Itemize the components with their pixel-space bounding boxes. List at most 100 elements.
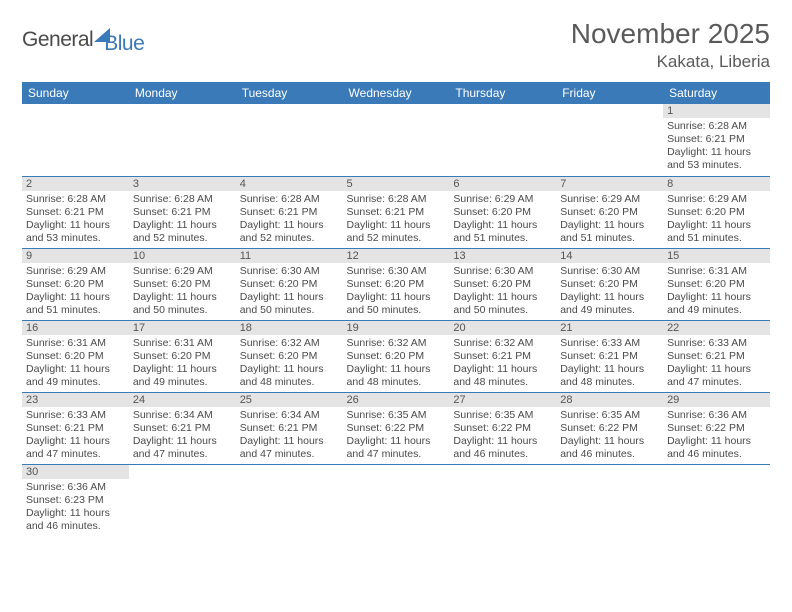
calendar-week: 16Sunrise: 6:31 AMSunset: 6:20 PMDayligh…	[22, 320, 770, 392]
location-label: Kakata, Liberia	[571, 52, 770, 72]
sunrise-line: Sunrise: 6:32 AM	[453, 337, 552, 350]
daylight-line: Daylight: 11 hours and 49 minutes.	[560, 291, 659, 317]
calendar-cell	[22, 104, 129, 176]
calendar-cell	[343, 104, 450, 176]
daylight-line: Daylight: 11 hours and 47 minutes.	[133, 435, 232, 461]
day-number: 26	[343, 393, 450, 407]
day-details: Sunrise: 6:34 AMSunset: 6:21 PMDaylight:…	[129, 407, 236, 463]
day-details: Sunrise: 6:29 AMSunset: 6:20 PMDaylight:…	[129, 263, 236, 319]
day-details: Sunrise: 6:35 AMSunset: 6:22 PMDaylight:…	[556, 407, 663, 463]
calendar-cell	[343, 464, 450, 536]
sunset-line: Sunset: 6:20 PM	[133, 350, 232, 363]
calendar-head: Sunday Monday Tuesday Wednesday Thursday…	[22, 82, 770, 104]
day-number	[236, 104, 343, 118]
sunset-line: Sunset: 6:21 PM	[240, 206, 339, 219]
calendar-cell: 22Sunrise: 6:33 AMSunset: 6:21 PMDayligh…	[663, 320, 770, 392]
daylight-line: Daylight: 11 hours and 53 minutes.	[26, 219, 125, 245]
day-number: 4	[236, 177, 343, 191]
dayname-thursday: Thursday	[449, 82, 556, 104]
sunrise-line: Sunrise: 6:35 AM	[453, 409, 552, 422]
sunrise-line: Sunrise: 6:35 AM	[560, 409, 659, 422]
calendar-week: 9Sunrise: 6:29 AMSunset: 6:20 PMDaylight…	[22, 248, 770, 320]
daylight-line: Daylight: 11 hours and 50 minutes.	[347, 291, 446, 317]
sunset-line: Sunset: 6:21 PM	[453, 350, 552, 363]
day-number: 6	[449, 177, 556, 191]
calendar-cell: 19Sunrise: 6:32 AMSunset: 6:20 PMDayligh…	[343, 320, 450, 392]
sunrise-line: Sunrise: 6:34 AM	[133, 409, 232, 422]
day-number: 29	[663, 393, 770, 407]
daylight-line: Daylight: 11 hours and 50 minutes.	[453, 291, 552, 317]
calendar-cell: 15Sunrise: 6:31 AMSunset: 6:20 PMDayligh…	[663, 248, 770, 320]
daylight-line: Daylight: 11 hours and 47 minutes.	[240, 435, 339, 461]
sunrise-line: Sunrise: 6:29 AM	[560, 193, 659, 206]
day-number	[343, 465, 450, 479]
day-details: Sunrise: 6:29 AMSunset: 6:20 PMDaylight:…	[556, 191, 663, 247]
day-number: 7	[556, 177, 663, 191]
day-details: Sunrise: 6:31 AMSunset: 6:20 PMDaylight:…	[22, 335, 129, 391]
day-details: Sunrise: 6:29 AMSunset: 6:20 PMDaylight:…	[663, 191, 770, 247]
sunset-line: Sunset: 6:21 PM	[560, 350, 659, 363]
day-details: Sunrise: 6:28 AMSunset: 6:21 PMDaylight:…	[236, 191, 343, 247]
daylight-line: Daylight: 11 hours and 52 minutes.	[240, 219, 339, 245]
sunset-line: Sunset: 6:20 PM	[240, 278, 339, 291]
sunset-line: Sunset: 6:20 PM	[133, 278, 232, 291]
sunset-line: Sunset: 6:20 PM	[667, 206, 766, 219]
day-number: 22	[663, 321, 770, 335]
day-number: 16	[22, 321, 129, 335]
day-number: 9	[22, 249, 129, 263]
sunset-line: Sunset: 6:20 PM	[667, 278, 766, 291]
daylight-line: Daylight: 11 hours and 48 minutes.	[560, 363, 659, 389]
day-details: Sunrise: 6:30 AMSunset: 6:20 PMDaylight:…	[236, 263, 343, 319]
day-number: 8	[663, 177, 770, 191]
day-number: 3	[129, 177, 236, 191]
dayname-tuesday: Tuesday	[236, 82, 343, 104]
day-details: Sunrise: 6:35 AMSunset: 6:22 PMDaylight:…	[449, 407, 556, 463]
sunset-line: Sunset: 6:22 PM	[347, 422, 446, 435]
day-details: Sunrise: 6:29 AMSunset: 6:20 PMDaylight:…	[22, 263, 129, 319]
day-number: 24	[129, 393, 236, 407]
day-details: Sunrise: 6:36 AMSunset: 6:23 PMDaylight:…	[22, 479, 129, 535]
sunset-line: Sunset: 6:20 PM	[560, 206, 659, 219]
day-details: Sunrise: 6:33 AMSunset: 6:21 PMDaylight:…	[22, 407, 129, 463]
day-number	[556, 104, 663, 118]
daylight-line: Daylight: 11 hours and 48 minutes.	[453, 363, 552, 389]
sunset-line: Sunset: 6:20 PM	[560, 278, 659, 291]
day-number	[22, 104, 129, 118]
day-number	[449, 104, 556, 118]
day-number: 11	[236, 249, 343, 263]
day-number: 23	[22, 393, 129, 407]
sunrise-line: Sunrise: 6:30 AM	[453, 265, 552, 278]
calendar-cell: 17Sunrise: 6:31 AMSunset: 6:20 PMDayligh…	[129, 320, 236, 392]
sunrise-line: Sunrise: 6:31 AM	[133, 337, 232, 350]
calendar-cell: 1Sunrise: 6:28 AMSunset: 6:21 PMDaylight…	[663, 104, 770, 176]
calendar-cell: 25Sunrise: 6:34 AMSunset: 6:21 PMDayligh…	[236, 392, 343, 464]
daylight-line: Daylight: 11 hours and 50 minutes.	[240, 291, 339, 317]
day-details: Sunrise: 6:32 AMSunset: 6:20 PMDaylight:…	[343, 335, 450, 391]
calendar-cell: 26Sunrise: 6:35 AMSunset: 6:22 PMDayligh…	[343, 392, 450, 464]
day-number: 2	[22, 177, 129, 191]
day-details: Sunrise: 6:28 AMSunset: 6:21 PMDaylight:…	[22, 191, 129, 247]
day-number: 12	[343, 249, 450, 263]
calendar-cell: 3Sunrise: 6:28 AMSunset: 6:21 PMDaylight…	[129, 176, 236, 248]
sunrise-line: Sunrise: 6:36 AM	[667, 409, 766, 422]
day-number	[449, 465, 556, 479]
day-number	[663, 465, 770, 479]
day-number	[129, 104, 236, 118]
daylight-line: Daylight: 11 hours and 46 minutes.	[667, 435, 766, 461]
sunrise-line: Sunrise: 6:29 AM	[667, 193, 766, 206]
calendar-cell	[556, 104, 663, 176]
sunrise-line: Sunrise: 6:29 AM	[26, 265, 125, 278]
calendar-cell: 30Sunrise: 6:36 AMSunset: 6:23 PMDayligh…	[22, 464, 129, 536]
sunset-line: Sunset: 6:20 PM	[26, 278, 125, 291]
daylight-line: Daylight: 11 hours and 51 minutes.	[560, 219, 659, 245]
sunrise-line: Sunrise: 6:32 AM	[240, 337, 339, 350]
sunset-line: Sunset: 6:21 PM	[667, 350, 766, 363]
calendar-cell: 4Sunrise: 6:28 AMSunset: 6:21 PMDaylight…	[236, 176, 343, 248]
day-details: Sunrise: 6:30 AMSunset: 6:20 PMDaylight:…	[556, 263, 663, 319]
day-details: Sunrise: 6:33 AMSunset: 6:21 PMDaylight:…	[556, 335, 663, 391]
logo-text-blue: Blue	[104, 32, 144, 56]
sunset-line: Sunset: 6:22 PM	[560, 422, 659, 435]
day-details: Sunrise: 6:30 AMSunset: 6:20 PMDaylight:…	[449, 263, 556, 319]
calendar-cell: 12Sunrise: 6:30 AMSunset: 6:20 PMDayligh…	[343, 248, 450, 320]
dayname-wednesday: Wednesday	[343, 82, 450, 104]
